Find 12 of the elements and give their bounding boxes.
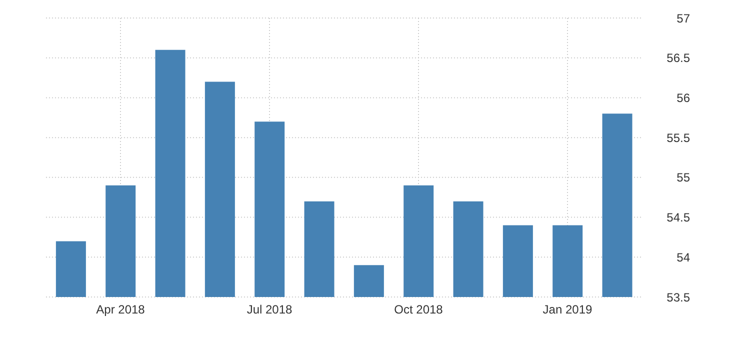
x-tick-label: Apr 2018 [96,302,146,317]
y-tick-label: 55 [676,170,690,185]
y-tick-label: 53.5 [666,290,690,304]
y-tick-label: 56.5 [666,51,690,66]
x-tick-label: Jul 2018 [246,302,293,317]
y-tick-label: 57 [676,11,690,26]
x-tick-label: Jan 2019 [542,302,593,317]
x-tick-label: Oct 2018 [394,302,444,317]
y-tick-label: 55.5 [666,130,690,145]
y-tick-label: 54 [676,250,690,264]
y-tick-label: 56 [676,90,690,105]
y-tick-label: 54.5 [666,210,690,225]
